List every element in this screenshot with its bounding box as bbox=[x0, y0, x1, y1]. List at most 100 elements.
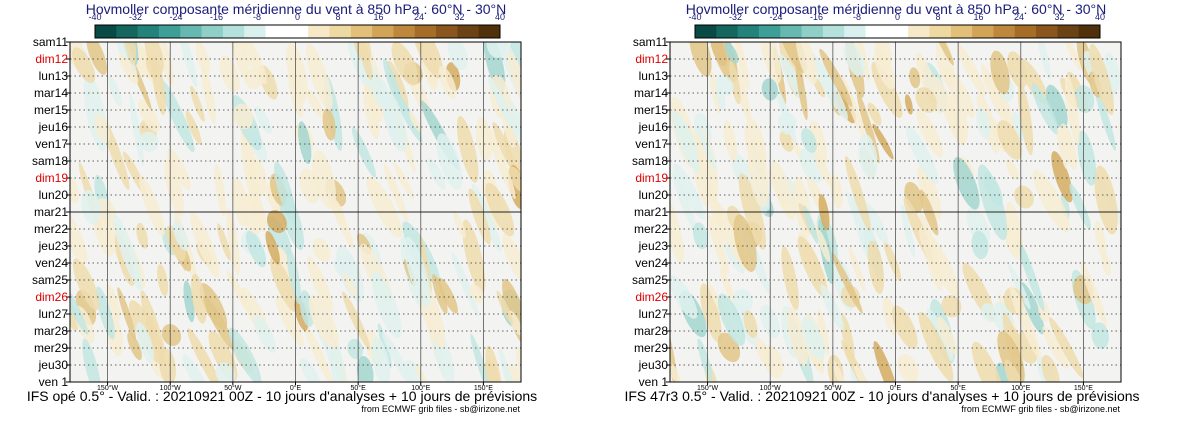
anomaly-contour bbox=[239, 42, 267, 85]
anomaly-contour bbox=[453, 210, 466, 239]
anomaly-contour bbox=[874, 47, 896, 90]
anomaly-contour bbox=[419, 235, 432, 295]
anomaly-contour bbox=[1060, 123, 1078, 170]
colorbar-segment bbox=[993, 25, 1016, 38]
anomaly-contour bbox=[377, 323, 392, 369]
anomaly-contour bbox=[382, 90, 407, 152]
anomaly-contour bbox=[427, 157, 446, 190]
colorbar-tick-label: 32 bbox=[454, 12, 464, 22]
anomaly-contour bbox=[1032, 169, 1070, 233]
anomaly-contour bbox=[1009, 285, 1041, 360]
anomaly-contour bbox=[1051, 151, 1073, 203]
anomaly-contour bbox=[670, 362, 681, 382]
anomaly-contour bbox=[850, 42, 870, 82]
anomaly-contour bbox=[145, 57, 159, 80]
anomaly-contour bbox=[917, 165, 942, 220]
anomaly-contour bbox=[219, 55, 240, 93]
anomaly-contour bbox=[1014, 185, 1034, 209]
anomaly-contour bbox=[937, 316, 957, 355]
anomaly-contour bbox=[1041, 354, 1060, 382]
anomaly-contour bbox=[94, 114, 110, 143]
anomaly-contour bbox=[801, 128, 817, 153]
anomaly-contour bbox=[203, 296, 235, 351]
anomaly-contour bbox=[183, 280, 195, 323]
anomaly-contour bbox=[82, 338, 102, 382]
anomaly-contour bbox=[241, 193, 264, 235]
credit-text: from ECMWF grib files - sb@irizone.net bbox=[961, 404, 1120, 414]
anomaly-contour bbox=[723, 120, 738, 163]
colorbar-tick-label: -24 bbox=[169, 12, 182, 22]
colorbar-tick-label: -8 bbox=[253, 12, 261, 22]
day-label-jeu30: jeu30 bbox=[38, 358, 69, 372]
anomaly-contour bbox=[356, 355, 374, 382]
colorbar-segment bbox=[758, 25, 781, 38]
day-label-jeu16: jeu16 bbox=[38, 120, 69, 134]
chart-title: Hovmoller composante méridienne du vent … bbox=[686, 1, 1107, 17]
day-label-lun27: lun27 bbox=[639, 307, 669, 321]
anomaly-contour bbox=[409, 111, 421, 132]
anomaly-contour bbox=[108, 76, 122, 107]
anomaly-contour bbox=[286, 247, 302, 305]
anomaly-contour bbox=[225, 42, 250, 81]
anomaly-contour bbox=[719, 266, 736, 307]
colorbar-tick-label: -40 bbox=[88, 12, 101, 22]
colorbar-segment bbox=[865, 25, 888, 38]
anomaly-contour bbox=[312, 238, 331, 262]
anomaly-contour bbox=[843, 42, 865, 77]
colorbar-tick-label: 32 bbox=[1054, 12, 1064, 22]
anomaly-contour bbox=[670, 275, 698, 319]
anomaly-contour bbox=[802, 205, 819, 244]
hovmoller-field bbox=[70, 42, 521, 382]
anomaly-contour bbox=[1008, 264, 1031, 310]
hovmoller-panel-ifs-47r3: Hovmoller composante méridienne du vent … bbox=[600, 0, 1200, 424]
colorbar-segment bbox=[372, 25, 394, 38]
anomaly-contour bbox=[155, 42, 174, 85]
colorbar-segment bbox=[929, 25, 952, 38]
anomaly-contour bbox=[819, 48, 853, 107]
footer-text: IFS opé 0.5° - Valid. : 20210921 00Z - 1… bbox=[27, 388, 537, 404]
y-axis: sam11 dim12 lun13 mar14 mer15 jeu16 ven17 sam18… bbox=[32, 35, 70, 389]
colorbar-segment bbox=[695, 25, 717, 38]
lon-label-150-e: 150°E bbox=[474, 384, 493, 392]
colorbar-segment bbox=[414, 25, 437, 38]
anomaly-contour bbox=[502, 234, 521, 284]
anomaly-contour bbox=[1074, 85, 1095, 114]
anomaly-contour bbox=[696, 125, 717, 170]
colorbar-segment bbox=[95, 25, 117, 38]
anomaly-contour bbox=[919, 189, 939, 236]
anomaly-contour bbox=[697, 338, 713, 382]
anomaly-contour bbox=[129, 94, 144, 167]
colorbar-tick-label: 24 bbox=[1014, 12, 1024, 22]
anomaly-contour bbox=[797, 236, 828, 298]
anomaly-contour bbox=[136, 222, 148, 249]
colorbar-segment bbox=[886, 25, 909, 38]
anomaly-contour bbox=[1069, 183, 1091, 230]
day-label-sam11: sam11 bbox=[33, 35, 68, 49]
anomaly-contour bbox=[300, 358, 322, 382]
anomaly-contour bbox=[673, 163, 706, 220]
anomaly-contour bbox=[139, 175, 165, 237]
anomaly-contour bbox=[217, 223, 231, 261]
anomaly-contour bbox=[981, 64, 1009, 126]
lon-label-50-w: 50°W bbox=[224, 384, 242, 392]
anomaly-contour bbox=[781, 246, 799, 311]
anomaly-contour bbox=[245, 230, 267, 268]
anomaly-contour bbox=[485, 345, 503, 382]
anomaly-contour bbox=[136, 322, 155, 364]
anomaly-contour bbox=[1063, 42, 1082, 71]
colorbar-tick-label: 40 bbox=[495, 12, 505, 22]
anomaly-contour bbox=[140, 290, 167, 364]
anomaly-contour bbox=[854, 365, 868, 382]
anomaly-contour bbox=[190, 212, 220, 278]
colorbar-segment bbox=[972, 25, 994, 38]
anomaly-contour bbox=[508, 310, 521, 336]
anomaly-contour bbox=[1089, 43, 1114, 115]
day-label-mar28: mar28 bbox=[634, 324, 668, 338]
anomaly-contour bbox=[810, 53, 848, 121]
anomaly-contour bbox=[322, 108, 336, 141]
anomaly-contour bbox=[306, 89, 324, 118]
colorbar-segment bbox=[780, 25, 803, 38]
day-label-lun13: lun13 bbox=[39, 69, 69, 83]
hovmoller-chart-ifs-47r3: Hovmoller composante méridienne du vent … bbox=[624, 1, 1139, 414]
anomaly-contour bbox=[763, 345, 784, 379]
